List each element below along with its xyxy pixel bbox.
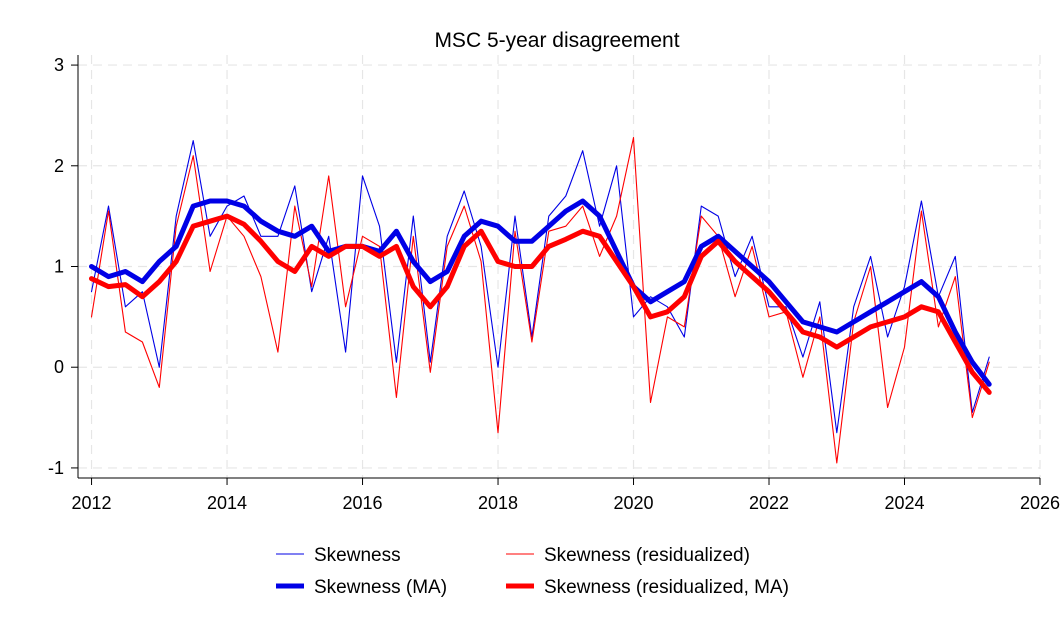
- x-tick-label: 2020: [613, 493, 653, 513]
- y-tick-label: 0: [54, 357, 64, 377]
- legend-label: Skewness: [314, 545, 401, 566]
- series-line-skewness-residualized: [90, 137, 990, 464]
- legend-label: Skewness (MA): [314, 577, 447, 598]
- y-tick-label: 3: [54, 55, 64, 75]
- series-line-skewness: [90, 140, 990, 434]
- y-tick-label: 1: [54, 257, 64, 277]
- x-tick-label: 2012: [72, 493, 112, 513]
- y-tick-label: -1: [48, 458, 64, 478]
- x-tick-label: 2024: [884, 493, 924, 513]
- gridlines: [78, 55, 1041, 478]
- series-line-skewness-ma: [89, 198, 992, 387]
- axes: 2012 2014 2016 2018 2020 2022 2024 2026 -1 0 1 2 3: [48, 55, 1060, 513]
- x-tick-label: 2026: [1020, 493, 1060, 513]
- x-tick-label: 2018: [478, 493, 518, 513]
- series-group: [89, 137, 992, 464]
- legend-label: Skewness (residualized): [544, 545, 750, 566]
- y-tick-label: 2: [54, 156, 64, 176]
- chart-title: MSC 5-year disagreement: [434, 29, 679, 52]
- series-line-skewness-residualized-ma: [89, 213, 992, 395]
- x-tick-label: 2016: [343, 493, 383, 513]
- x-tick-label: 2014: [207, 493, 247, 513]
- legend-label: Skewness (residualized, MA): [544, 577, 789, 598]
- legend: Skewness Skewness (residualized) Skewness …: [276, 545, 789, 598]
- x-tick-label: 2022: [749, 493, 789, 513]
